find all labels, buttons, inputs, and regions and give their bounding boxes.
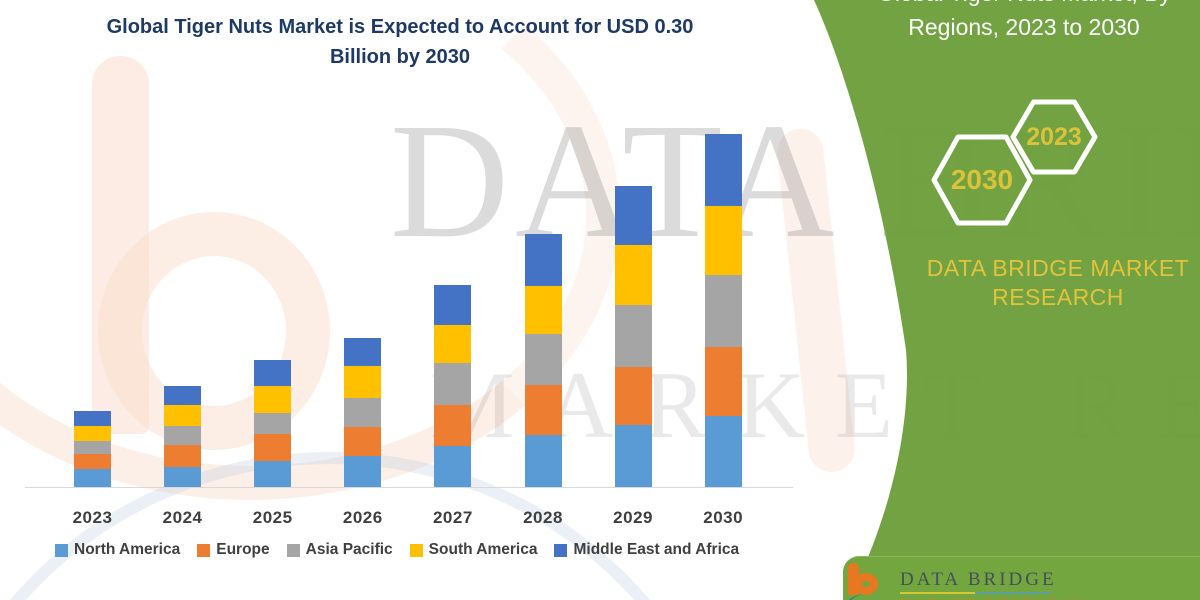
legend-item: Asia Pacific: [286, 541, 393, 559]
bar-segment: [344, 397, 382, 428]
bar-segment: [614, 424, 652, 487]
chart-title: Global Tiger Nuts Market is Expected to …: [70, 12, 730, 72]
bar-segment: [704, 275, 742, 347]
x-axis-line: [25, 487, 793, 488]
x-axis-label: 2028: [523, 508, 563, 527]
chart-title-line1: Global Tiger Nuts Market is Expected to …: [106, 16, 694, 38]
bar-segment: [164, 385, 202, 405]
bar-segment: [614, 304, 652, 367]
x-axis-label: 2026: [342, 508, 383, 527]
databridge-logo-icon: [847, 563, 894, 600]
bar-segment: [254, 359, 292, 386]
bar-segment: [164, 444, 202, 467]
x-axis-label: 2030: [703, 508, 744, 527]
x-axis-label: 2027: [432, 508, 473, 527]
brand-text: DATA BRIDGE MARKET RESEARCH: [908, 254, 1200, 312]
legend-label: Asia Pacific: [305, 541, 393, 558]
x-axis-label: 2023: [72, 508, 113, 527]
legend-item: Middle East and Africa: [554, 541, 739, 559]
footer-brand-underline: [900, 592, 1050, 594]
legend-label: North America: [74, 541, 181, 558]
chart-legend: North America Europe Asia Pacific South Ame…: [55, 541, 739, 559]
footer-brand-subtitle: MARKET RESEARCH: [900, 596, 1087, 600]
x-axis-label: 2029: [613, 508, 653, 527]
bar-segment: [704, 205, 742, 276]
legend-swatch-icon: [409, 543, 423, 557]
bar-segment: [344, 456, 382, 487]
bar-segment: [254, 461, 292, 487]
hexagons-group: [931, 99, 1098, 226]
hexagon-2030: [931, 134, 1033, 226]
x-axis-label: 2024: [162, 508, 203, 527]
bar-segment: [74, 469, 111, 487]
legend-swatch-icon: [554, 543, 568, 557]
bar-segment: [344, 427, 382, 457]
legend-item: South America: [409, 541, 538, 559]
stacked-bar-2028: [524, 234, 562, 487]
panel-heading-partial-line: Global Tiger Nuts Market, By: [852, 0, 1196, 10]
legend-label: South America: [428, 541, 538, 558]
legend-swatch-icon: [197, 543, 211, 557]
stacked-bar-2029: [614, 185, 652, 487]
stacked-bar-2027: [434, 284, 472, 487]
bar-segment: [164, 467, 202, 487]
legend-label: Europe: [216, 541, 270, 558]
logo-b-ring: [854, 573, 878, 595]
footer-brand-name: DATA BRIDGE: [900, 569, 1057, 590]
stacked-bar-2030: [704, 134, 742, 487]
bar-segment: [614, 244, 652, 305]
bar-segment: [524, 435, 562, 487]
bar-segment: [524, 285, 562, 335]
bar-segment: [524, 234, 562, 286]
panel-heading: Global Tiger Nuts Market, By Regions, 20…: [852, 0, 1196, 44]
logo-b-bar: [848, 563, 859, 595]
bar-segment: [614, 366, 652, 425]
bar-segment: [704, 416, 742, 487]
legend-item: North America: [55, 541, 180, 559]
bar-segment: [524, 334, 562, 385]
stacked-bar-2026: [344, 337, 382, 487]
chart-title-line2: Billion by 2030: [329, 46, 471, 68]
green-panel-shape: [814, 0, 1200, 600]
bar-segment: [524, 384, 562, 436]
hexagon-2023: [1010, 99, 1098, 175]
bar-segment: [344, 337, 382, 366]
bar-segment: [434, 284, 472, 325]
panel-heading-line: Regions, 2023 to 2030: [908, 14, 1140, 40]
bar-segment: [344, 365, 382, 398]
bar-segment: [704, 346, 742, 417]
legend-label: Middle East and Africa: [573, 541, 740, 558]
legend-item: Europe: [197, 541, 270, 559]
bar-segment: [434, 363, 472, 405]
bar-segment: [704, 134, 742, 206]
legend-swatch-icon: [286, 543, 300, 557]
hexagon-2023-label: 2023: [1026, 123, 1082, 151]
brand-text-line1: DATA BRIDGE MARKET: [926, 255, 1190, 281]
legend-swatch-icon: [55, 543, 68, 557]
hexagon-2030-label: 2030: [950, 164, 1014, 195]
x-axis-label: 2025: [252, 508, 293, 527]
bar-segment: [434, 445, 472, 487]
bar-segment: [434, 404, 472, 446]
bar-segment: [434, 324, 472, 364]
brand-text-line2: RESEARCH: [992, 284, 1124, 310]
bar-segment: [614, 185, 652, 245]
bar-segment: [74, 454, 111, 470]
